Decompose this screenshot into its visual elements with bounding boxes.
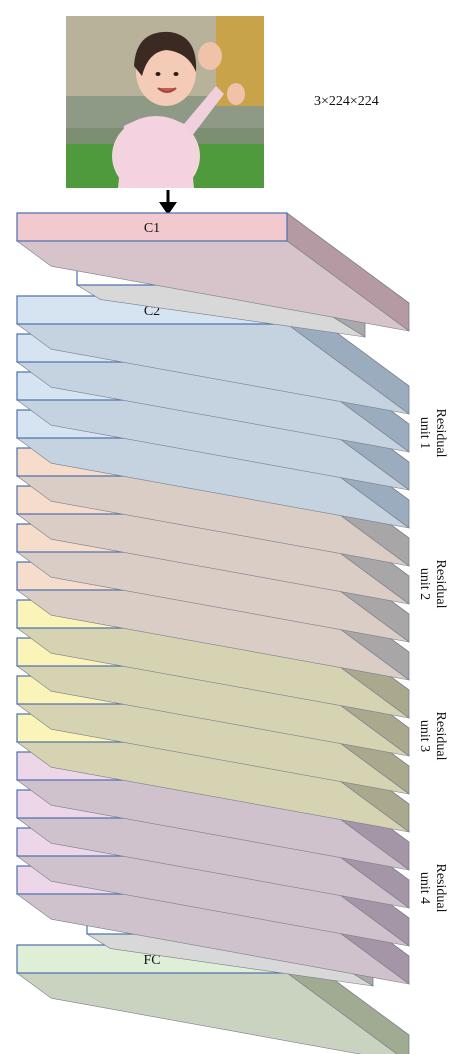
layer-c1: C1 bbox=[16, 212, 410, 332]
down-arrow-icon bbox=[159, 190, 177, 215]
residual-unit-2-label: Residual unit 2 bbox=[417, 559, 448, 609]
residual-unit-3-label: Residual unit 3 bbox=[417, 711, 448, 761]
input-dimensions: 3×224×224 bbox=[314, 94, 379, 109]
residual-unit-1-label: Residual unit 1 bbox=[417, 408, 448, 458]
layer-front-face bbox=[16, 212, 288, 242]
layer-label: FC bbox=[143, 953, 160, 968]
layer-label: C1 bbox=[144, 221, 160, 236]
layer-label: C2 bbox=[144, 304, 160, 319]
input-image bbox=[66, 16, 264, 188]
residual-unit-4-label: Residual unit 4 bbox=[417, 863, 448, 913]
